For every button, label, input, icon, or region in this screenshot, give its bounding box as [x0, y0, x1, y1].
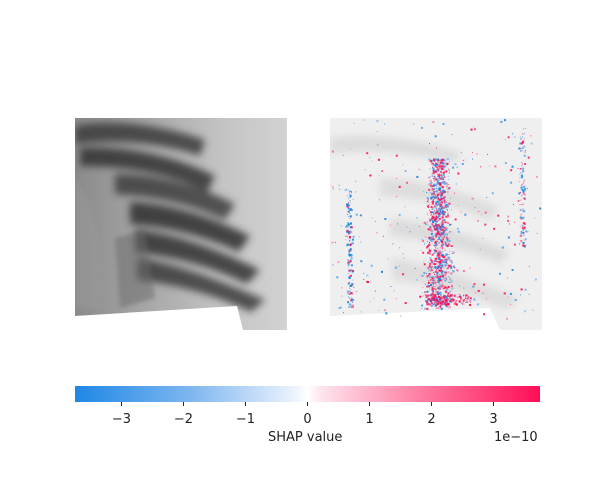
- colorbar-offset-text: 1e−10: [494, 430, 538, 445]
- colorbar-tick-label: −2: [174, 412, 193, 427]
- colorbar-tick-label: −1: [236, 412, 255, 427]
- shap-value-pixels: [331, 119, 542, 320]
- shap-attribution-graphic: [330, 118, 542, 330]
- colorbar-tick-label: 1: [365, 412, 373, 427]
- colorbar-tick-label: 3: [489, 412, 497, 427]
- shap-colorbar: [75, 386, 540, 402]
- colorbar-tick-label: 2: [427, 412, 435, 427]
- colorbar-tick-label: 0: [303, 412, 311, 427]
- colorbar-tick-label: −3: [112, 412, 131, 427]
- xray-image: [75, 118, 287, 330]
- xray-image-graphic: [75, 118, 287, 330]
- shap-attribution-image: [330, 118, 542, 330]
- colorbar-axis: −3 −2 −1 0 1 2 3: [75, 402, 540, 432]
- colorbar-label: SHAP value: [268, 430, 343, 445]
